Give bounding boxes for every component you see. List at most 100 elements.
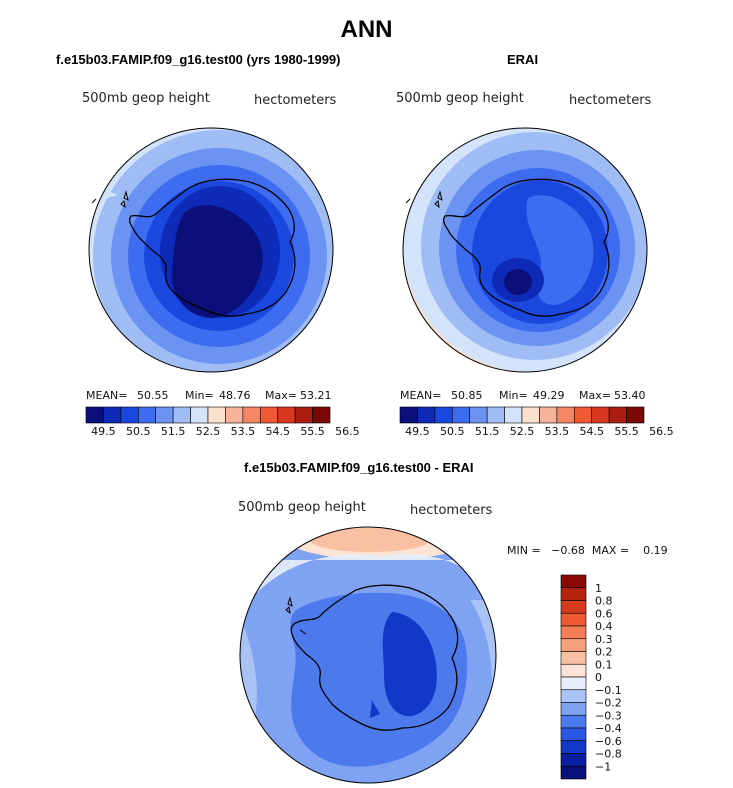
colorbar-model-swatch <box>242 406 261 424</box>
colorbar-obs-tick-label: 51.5 <box>475 425 500 438</box>
colorbar-model-swatch <box>259 406 279 424</box>
colorbar-model: 49.5 50.5 51.5 52.5 53.5 54.5 55.5 56.5 <box>85 406 360 438</box>
antarctica-outline-diff <box>290 584 459 731</box>
colorbar-obs-tick-label: 56.5 <box>649 425 674 438</box>
antarctica-outline-obs <box>442 178 610 317</box>
colorbar-obs-swatch <box>486 406 505 424</box>
colorbar-obs-tick-label: 55.5 <box>614 425 639 438</box>
colorbar-diff-swatch <box>560 714 587 729</box>
colorbar-obs-swatch <box>591 406 610 424</box>
panel-title-model: f.e15b03.FAMIP.f09_g16.test00 (yrs 1980-… <box>56 52 341 67</box>
page-title: ANN <box>340 16 393 43</box>
colorbar-diff-swatch <box>560 702 587 716</box>
colorbar-diff-swatch <box>560 587 587 601</box>
colorbar-diff-tick-label: −0.4 <box>595 722 622 735</box>
colorbar-diff-tick-label: 0.6 <box>595 607 613 620</box>
colorbar-diff: 10.80.60.40.30.20.10−0.1−0.2−0.3−0.4−0.6… <box>560 574 622 780</box>
colorbar-model-swatch <box>103 406 122 424</box>
mean-label-model: MEAN= <box>86 389 128 402</box>
colorbar-diff-swatch <box>560 638 587 652</box>
colorbar-model-swatch <box>120 406 139 424</box>
panel-title-diff: f.e15b03.FAMIP.f09_g16.test00 - ERAI <box>244 460 474 475</box>
colorbar-diff-swatch <box>560 740 587 754</box>
colorbar-diff-tick-label: 0 <box>595 671 602 684</box>
colorbar-model-swatch <box>294 406 313 424</box>
colorbar-obs-tick-label: 49.5 <box>405 425 430 438</box>
max-label-model: Max= <box>265 389 297 402</box>
field-label-model: 500mb geop height <box>82 91 210 106</box>
antarctica-outline-model <box>128 178 296 317</box>
min-label-obs: Min= <box>499 389 528 402</box>
mean-value-model: 50.55 <box>137 389 169 402</box>
colorbar-diff-swatch <box>560 676 587 691</box>
colorbar-diff-swatch <box>560 651 587 665</box>
colorbar-diff-tick-label: 0.8 <box>595 595 613 608</box>
colorbar-model-swatch <box>207 406 226 424</box>
colorbar-diff-tick-label: −0.3 <box>595 709 622 722</box>
units-label-diff: hectometers <box>410 503 493 518</box>
colorbar-diff-swatch <box>560 753 587 767</box>
colorbar-obs-swatch <box>573 406 593 424</box>
colorbar-model-swatch <box>312 406 331 424</box>
map-diff <box>240 527 496 783</box>
colorbar-diff-swatch <box>560 574 587 589</box>
colorbar-model-tick-label: 51.5 <box>161 425 186 438</box>
panel-title-obs: ERAI <box>507 52 539 67</box>
colorbar-obs-tick-label: 52.5 <box>510 425 535 438</box>
colorbar-diff-swatch <box>560 663 587 678</box>
colorbar-diff-tick-label: 0.3 <box>595 633 613 646</box>
units-label-model: hectometers <box>254 93 337 108</box>
colorbar-model-swatch <box>172 406 191 424</box>
colorbar-diff-tick-label: −0.1 <box>595 684 622 697</box>
max-label-obs: Max= <box>579 389 611 402</box>
colorbar-obs-swatch <box>417 406 436 424</box>
colorbar-model-tick-label: 54.5 <box>265 425 290 438</box>
colorbar-model-tick-label: 53.5 <box>231 425 256 438</box>
max-value-obs: 53.40 <box>614 389 646 402</box>
map-obs <box>403 128 647 372</box>
colorbar-obs-swatch <box>399 406 418 424</box>
colorbar-diff-swatch <box>560 600 587 614</box>
colorbar-model-swatch <box>85 406 104 424</box>
colorbar-model-tick-label: 52.5 <box>196 425 221 438</box>
max-value-model: 53.21 <box>300 389 332 402</box>
mean-label-obs: MEAN= <box>400 389 442 402</box>
colorbar-diff-tick-label: 0.2 <box>595 646 613 659</box>
colorbar-diff-tick-label: −0.6 <box>595 735 622 748</box>
colorbar-obs-swatch <box>434 406 453 424</box>
colorbar-obs-swatch <box>626 406 645 424</box>
colorbar-obs-swatch <box>521 406 540 424</box>
units-label-obs: hectometers <box>569 93 652 108</box>
colorbar-diff-tick-label: −1 <box>595 760 611 773</box>
map-model <box>89 128 333 372</box>
colorbar-diff-swatch <box>560 727 587 742</box>
colorbar-model-tick-label: 56.5 <box>335 425 360 438</box>
colorbar-diff-tick-label: −0.8 <box>595 748 622 761</box>
field-label-obs: 500mb geop height <box>396 91 524 106</box>
colorbar-model-tick-label: 50.5 <box>126 425 151 438</box>
colorbar-diff-swatch <box>560 765 587 780</box>
colorbar-diff-swatch <box>560 625 587 640</box>
colorbar-diff-tick-label: −0.2 <box>595 697 622 710</box>
colorbar-obs: 49.5 50.5 51.5 52.5 53.5 54.5 55.5 56.5 <box>399 406 674 438</box>
min-label-model: Min= <box>185 389 214 402</box>
colorbar-obs-swatch <box>608 406 627 424</box>
colorbar-obs-swatch <box>504 406 523 424</box>
minmax-diff: MIN = −0.68 MAX = 0.19 <box>507 544 668 557</box>
colorbar-obs-tick-label: 50.5 <box>440 425 465 438</box>
mean-value-obs: 50.85 <box>451 389 483 402</box>
colorbar-obs-swatch <box>556 406 575 424</box>
colorbar-model-tick-label: 55.5 <box>300 425 325 438</box>
field-label-diff: 500mb geop height <box>238 500 366 515</box>
colorbar-diff-tick-label: 0.4 <box>595 620 613 633</box>
colorbar-obs-swatch <box>539 406 558 424</box>
colorbar-model-swatch <box>277 406 296 424</box>
colorbar-model-swatch <box>155 406 174 424</box>
colorbar-model-swatch <box>225 406 244 424</box>
min-value-obs: 49.29 <box>533 389 565 402</box>
colorbar-model-tick-label: 49.5 <box>91 425 116 438</box>
colorbar-diff-tick-label: 0.1 <box>595 658 613 671</box>
colorbar-diff-swatch <box>560 612 587 627</box>
colorbar-obs-swatch <box>469 406 488 424</box>
